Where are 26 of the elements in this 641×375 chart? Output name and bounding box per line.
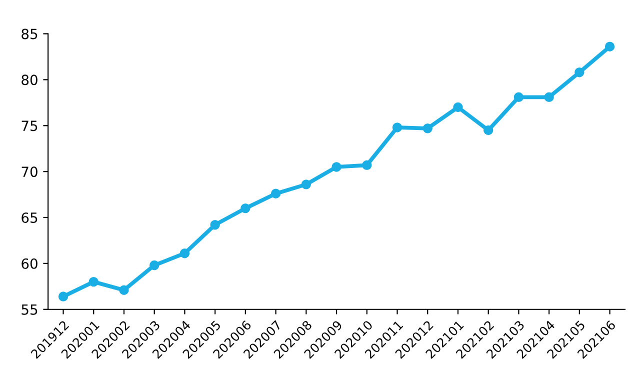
- point: [270, 188, 281, 198]
- y-tick-label: 85: [22, 28, 38, 40]
- y-tick-label: 65: [22, 212, 38, 223]
- point: [362, 160, 372, 170]
- y-tick-label: 75: [22, 120, 38, 132]
- point: [544, 92, 554, 102]
- point: [483, 125, 494, 136]
- point: [301, 180, 312, 190]
- point: [514, 92, 524, 102]
- point: [88, 276, 98, 287]
- point: [453, 102, 463, 112]
- point: [210, 220, 220, 230]
- y-tick-label: 55: [22, 304, 38, 315]
- y-tick-label: 60: [22, 258, 38, 269]
- point: [604, 42, 615, 52]
- point: [149, 260, 160, 270]
- point: [58, 292, 68, 302]
- point: [392, 122, 402, 132]
- y-tick-label: 70: [22, 166, 38, 178]
- point: [240, 203, 250, 214]
- y-tick-label: 80: [22, 74, 38, 86]
- point: [574, 67, 584, 78]
- point: [180, 248, 190, 258]
- point: [332, 162, 342, 172]
- point: [119, 285, 129, 295]
- point: [422, 124, 432, 134]
